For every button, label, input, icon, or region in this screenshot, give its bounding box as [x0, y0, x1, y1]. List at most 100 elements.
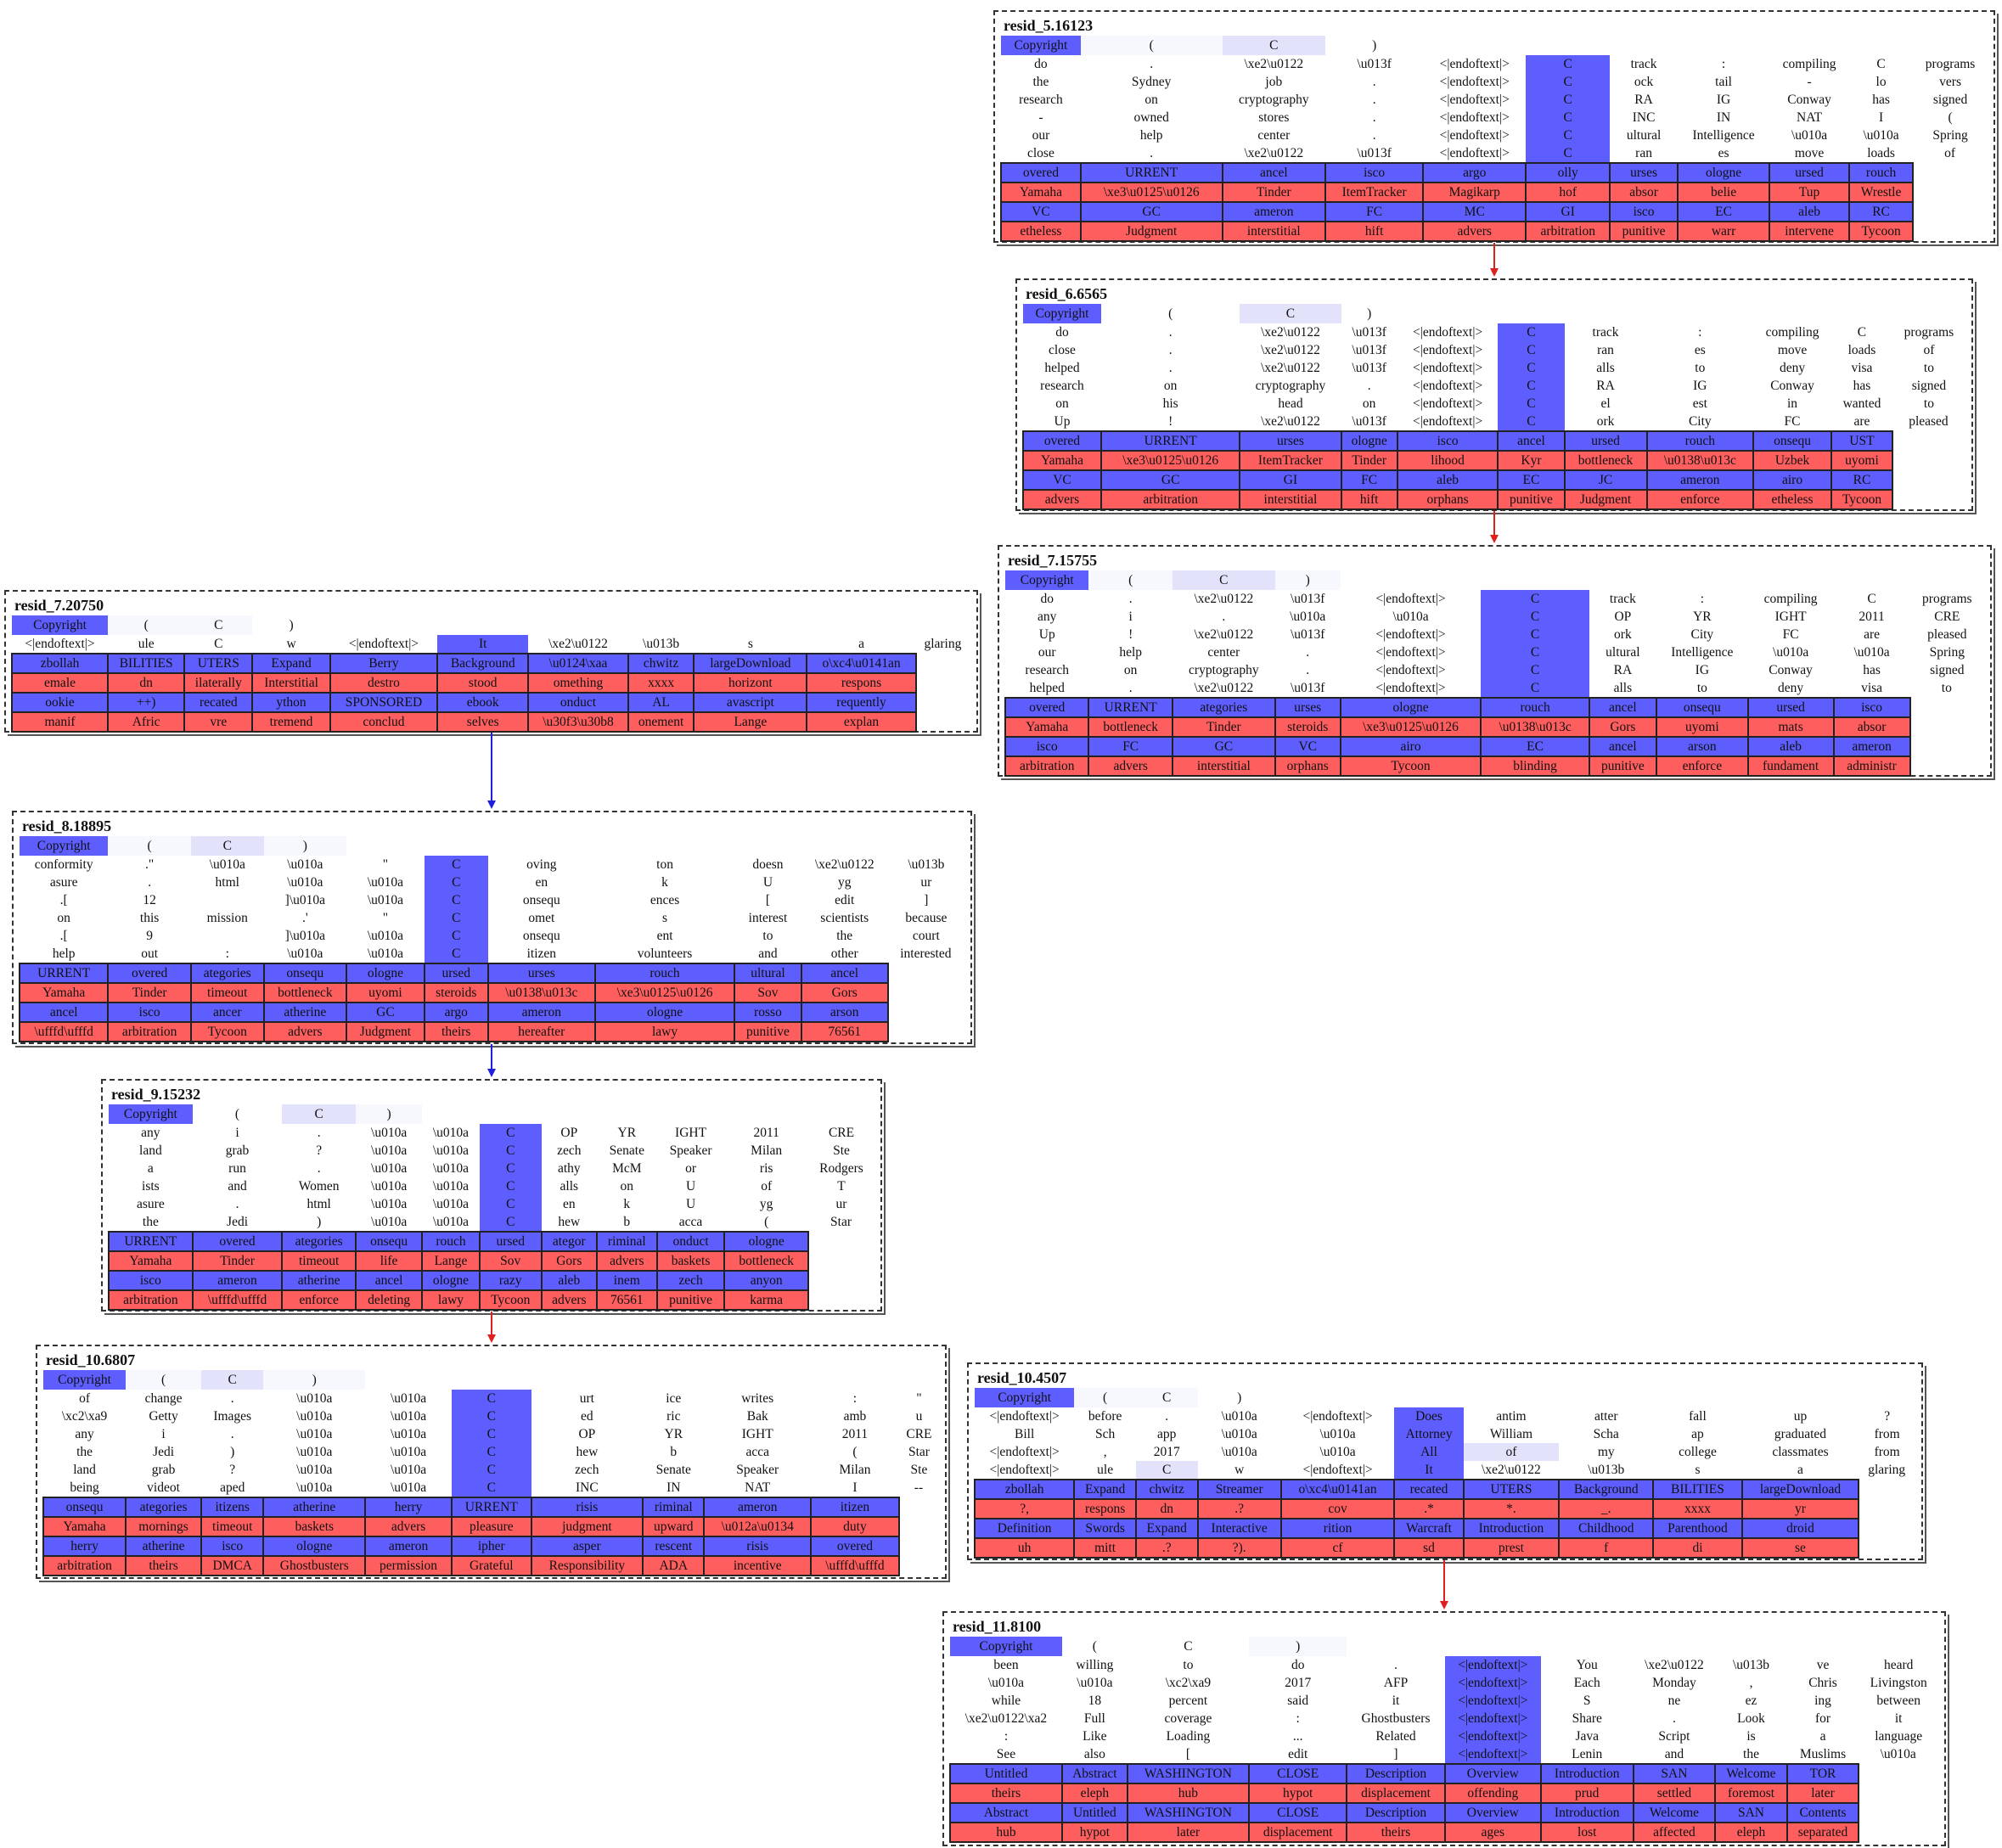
logit-token: arbitration [42, 1555, 127, 1576]
empty-cell [365, 1370, 452, 1390]
logit-token: Introduction [1539, 1802, 1634, 1823]
focus-token: <|endoftext|> [1444, 1727, 1541, 1745]
context-token: lo [1875, 74, 1887, 89]
context-token: OP [1614, 609, 1632, 624]
context-token: Livingston [1870, 1675, 1927, 1690]
empty-cell [1653, 1388, 1741, 1407]
logit-token: hypot [1248, 1783, 1348, 1804]
empty-cell [1892, 470, 1965, 490]
feature-node[interactable]: resid_5.16123 Copyright(C) do. \xe2\u0122 \u… [993, 10, 1995, 243]
feature-node[interactable]: resid_8.18895 Copyright(C) conformity ." \u0… [12, 811, 972, 1044]
logit-token: VC [1274, 736, 1341, 757]
logit-token: di [1652, 1537, 1743, 1559]
context-token: U [685, 1178, 696, 1194]
context-token: a [147, 1160, 154, 1176]
context-token: alls [560, 1178, 579, 1194]
context-token: compiling [1782, 56, 1836, 71]
arrowhead-icon [487, 1334, 496, 1343]
context-token: of [1463, 1443, 1560, 1461]
logit-token: ologne [593, 1002, 736, 1023]
context-token: ) [317, 1214, 322, 1229]
context-token: said [1287, 1693, 1309, 1708]
logit-token: UTERS [1462, 1479, 1561, 1500]
feature-node[interactable]: resid_7.20750 Copyright(C) <|endoftext|> ul… [4, 590, 978, 733]
context-token: <|endoftext|> [1412, 413, 1483, 429]
context-token: \u010a [296, 1480, 333, 1495]
logit-token: requently [806, 692, 917, 713]
context-token: <|endoftext|> [1412, 396, 1483, 411]
feature-node[interactable]: resid_10.6807 Copyright(C) of change. \u010a… [36, 1345, 947, 1579]
context-token: <|endoftext|> [1412, 324, 1483, 340]
logit-token: timeout [281, 1250, 357, 1272]
context-token: <|endoftext|> [989, 1462, 1060, 1477]
context-token: close [1049, 342, 1076, 357]
context-token: \u010a [367, 892, 404, 907]
context-token: on [1362, 396, 1376, 411]
context-token: \u010a [1392, 609, 1429, 624]
logit-token: Streamer [1196, 1479, 1282, 1500]
positive-logit-row: Yamaha \xe3\u0125\u0126 Tinder ItemTracker M… [1000, 182, 1988, 203]
empty-cell [1859, 1783, 1938, 1803]
focus-token: C [1526, 55, 1611, 73]
logit-token: Tycoon [1830, 489, 1893, 510]
feature-node[interactable]: resid_7.15755 Copyright(C) do. \xe2\u0122 \u… [998, 545, 1992, 777]
logit-token: timeout [189, 982, 265, 1003]
logit-token: ategories [1171, 697, 1276, 718]
empty-cell [643, 1370, 704, 1390]
logit-token: onement [627, 711, 695, 733]
context-token: . [1394, 1657, 1397, 1672]
logit-token: atherine [262, 1497, 367, 1518]
empty-cell [480, 1104, 542, 1124]
context-token: Sydney [1131, 74, 1172, 89]
logit-token: Expand [1134, 1518, 1199, 1539]
node-title: resid_6.6565 [1026, 285, 1108, 302]
logit-token: theirs [125, 1555, 202, 1576]
context-token: U [762, 874, 773, 890]
context-token: William [1489, 1426, 1532, 1441]
context-token: owned [1133, 110, 1169, 125]
logit-token: BILITIES [1652, 1479, 1743, 1500]
logit-token: uyomi [346, 982, 425, 1003]
prompt-token: C [190, 836, 264, 856]
prompt-token: ) [263, 1370, 366, 1390]
context-token: \xe2\u0122 [1261, 360, 1320, 375]
context-token: See [996, 1746, 1016, 1761]
context-token: deny [1778, 680, 1804, 695]
feature-node[interactable]: resid_9.15232 Copyright (C) any i. \u010a \u01… [101, 1079, 882, 1312]
focus-token: <|endoftext|> [1444, 1674, 1541, 1692]
context-token: . [1222, 609, 1226, 624]
context-token: track [1609, 591, 1636, 606]
context-token: Milan [839, 1462, 871, 1477]
context-token: You [1576, 1657, 1598, 1672]
context-token: signed [1932, 92, 1968, 107]
context-token: <|endoftext|> [25, 636, 95, 651]
logit-token: SAN [1632, 1763, 1717, 1784]
context-token: yg [759, 1196, 773, 1211]
logit-token: URRENT [1079, 162, 1223, 183]
empty-cell [1859, 1538, 1915, 1558]
feature-node[interactable]: resid_11.8100 Copyright (C) been willing to do… [942, 1611, 1946, 1846]
context-token: \xe2\u0122 [1261, 324, 1320, 340]
feature-node[interactable]: resid_10.4507 Copyright(C) <|endoftext|> be… [967, 1362, 1923, 1560]
context-token: to [762, 928, 773, 943]
logit-token: tremend [251, 711, 331, 733]
context-token: en [535, 874, 548, 890]
context-token: the [76, 1444, 93, 1459]
feature-node[interactable]: resid_6.6565 Copyright (C) do. \xe2\u0122 \u0… [1015, 278, 1973, 511]
context-token: Women [298, 1178, 340, 1194]
context-token: loads [1867, 145, 1895, 160]
logit-token: theirs [1346, 1822, 1446, 1843]
context-token: \u010a [1319, 1444, 1356, 1459]
context-token: programs [1925, 56, 1976, 71]
context-token: being [70, 1480, 99, 1495]
context-token: [ [765, 892, 771, 907]
context-token: \u010a [432, 1143, 470, 1158]
context-token: \u013f [1352, 360, 1386, 375]
context-token: IGHT [741, 1426, 773, 1441]
logit-token: isco [108, 1270, 194, 1291]
context-token: \u013f [1290, 626, 1325, 642]
context-token: McM [612, 1160, 642, 1176]
context-token: . [148, 874, 152, 890]
